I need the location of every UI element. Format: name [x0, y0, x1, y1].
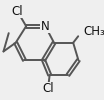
Text: Cl: Cl: [42, 82, 54, 95]
Text: CH₃: CH₃: [84, 25, 104, 38]
Text: N: N: [41, 20, 50, 33]
Text: Cl: Cl: [12, 5, 23, 18]
